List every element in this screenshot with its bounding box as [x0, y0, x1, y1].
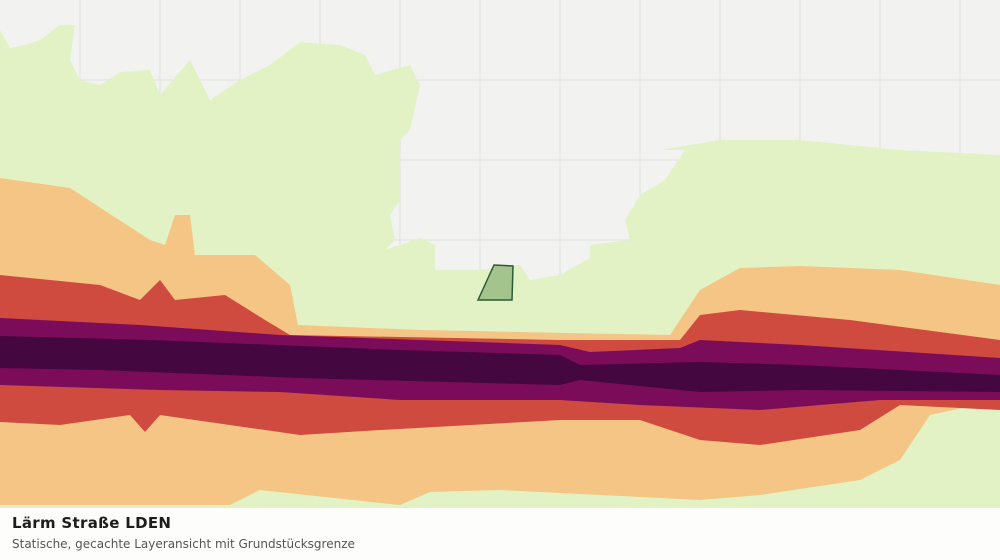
map-subtitle: Statische, gecachte Layeransicht mit Gru… [12, 537, 355, 551]
map-title: Lärm Straße LDEN [12, 514, 172, 532]
noise-band-70 [0, 336, 1000, 392]
parcel-boundary [476, 264, 514, 301]
caption: Lärm Straße LDEN Statische, gecachte Lay… [0, 508, 1000, 560]
map [0, 0, 1000, 508]
